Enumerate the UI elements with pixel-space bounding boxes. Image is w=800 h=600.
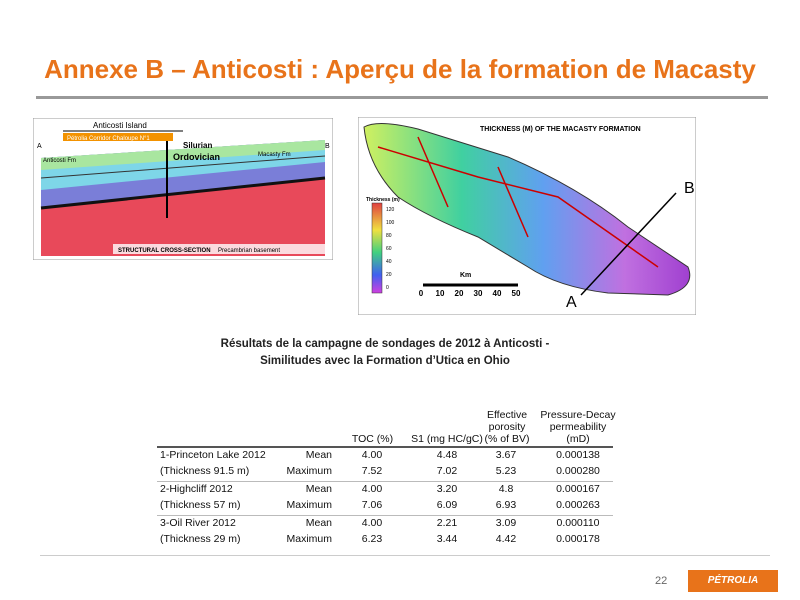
group-rule	[157, 481, 613, 482]
group-name: 1-Princeton Lake 2012	[160, 449, 266, 461]
cell-value: 0.000263	[556, 499, 600, 511]
cell-value: 4.00	[361, 517, 383, 529]
cross-section-label: Pétrolia Corridor Chaloupe N°1	[67, 136, 150, 142]
page-number: 22	[655, 575, 668, 587]
cell-value: 2.21	[436, 517, 458, 529]
cross-section-label: Precambrian basement	[218, 248, 280, 254]
legend-title: Thickness (m)	[366, 197, 400, 203]
cell-value: 3.44	[436, 533, 458, 545]
cell-value: 6.23	[361, 533, 383, 545]
group-thickness: (Thickness 91.5 m)	[160, 465, 250, 477]
table-caption: Résultats de la campagne de sondages de …	[220, 338, 550, 350]
cell-value: 0.000110	[556, 517, 600, 529]
map-figure: THICKNESS (M) OF THE MACASTY FORMATION Th…	[358, 117, 696, 315]
cross-section-label: Macasty Fm	[258, 152, 291, 158]
legend-tick: 0	[386, 285, 389, 291]
cell-value: 0.000167	[556, 483, 600, 495]
row-stat: Maximum	[286, 465, 332, 477]
column-header: Effective porosity (% of BV)	[484, 409, 530, 445]
row-stat: Maximum	[286, 533, 332, 545]
footer-rule	[40, 555, 770, 556]
cell-value: 3.67	[495, 449, 517, 461]
table-rule	[157, 446, 613, 448]
row-stat: Maximum	[286, 499, 332, 511]
legend-tick: 60	[386, 246, 392, 252]
cell-value: 0.000280	[556, 465, 600, 477]
scale-tick: 50	[512, 289, 521, 298]
cell-value: 7.06	[361, 499, 383, 511]
map-title: THICKNESS (M) OF THE MACASTY FORMATION	[480, 126, 641, 133]
group-name: 3-Oil River 2012	[160, 517, 236, 529]
legend-tick: 120	[386, 207, 395, 213]
legend-tick: 80	[386, 233, 392, 239]
logo: PÉTROLIA	[688, 570, 778, 592]
row-stat: Mean	[305, 517, 332, 529]
table-caption: Similitudes avec la Formation d’Utica en…	[260, 355, 510, 367]
legend-tick: 100	[386, 220, 395, 226]
cell-value: 6.93	[495, 499, 517, 511]
cross-section-label: Anticosti Island	[93, 121, 147, 130]
cell-value: 4.00	[361, 449, 383, 461]
cross-section-label: Anticosti Fm	[43, 158, 76, 164]
group-name: 2-Highcliff 2012	[160, 483, 233, 495]
cell-value: 3.20	[436, 483, 458, 495]
slide-title: Annexe B – Anticosti : Aperçu de la form…	[44, 54, 756, 84]
title-rule	[36, 96, 768, 99]
scale-tick: 40	[493, 289, 502, 298]
cell-value: 4.42	[495, 533, 517, 545]
scale-tick: 20	[455, 289, 464, 298]
point-label: A	[566, 294, 577, 311]
cell-value: 4.8	[498, 483, 514, 495]
cell-value: 7.52	[361, 465, 383, 477]
cell-value: 0.000178	[556, 533, 600, 545]
point-label: B	[684, 180, 695, 197]
cell-value: 6.09	[436, 499, 458, 511]
cell-value: 0.000138	[556, 449, 600, 461]
scale-tick: 30	[474, 289, 483, 298]
column-header: S1 (mg HC/gC)	[411, 433, 483, 445]
cross-section-label: A	[37, 143, 42, 150]
cell-value: 3.09	[495, 517, 517, 529]
cross-section-figure: Anticosti Island Pétrolia Corridor Chalou…	[33, 118, 333, 260]
column-header: Pressure-Decay permeability (mD)	[540, 409, 616, 445]
cell-value: 4.48	[436, 449, 458, 461]
cross-section-label: Ordovician	[173, 152, 220, 162]
column-header: TOC (%)	[351, 433, 394, 445]
cross-section-label: B	[325, 143, 330, 150]
group-thickness: (Thickness 57 m)	[160, 499, 241, 511]
cross-section-label: STRUCTURAL CROSS-SECTION	[118, 248, 211, 254]
cell-value: 7.02	[436, 465, 458, 477]
legend-tick: 40	[386, 259, 392, 265]
scale-tick: 10	[436, 289, 445, 298]
scale-tick: 0	[419, 289, 424, 298]
cell-value: 4.00	[361, 483, 383, 495]
cross-section-label: Silurian	[183, 141, 212, 150]
cell-value: 5.23	[495, 465, 517, 477]
group-thickness: (Thickness 29 m)	[160, 533, 241, 545]
row-stat: Mean	[305, 483, 332, 495]
scale-unit: Km	[460, 272, 471, 279]
group-rule	[157, 515, 613, 516]
legend-tick: 20	[386, 272, 392, 278]
row-stat: Mean	[305, 449, 332, 461]
